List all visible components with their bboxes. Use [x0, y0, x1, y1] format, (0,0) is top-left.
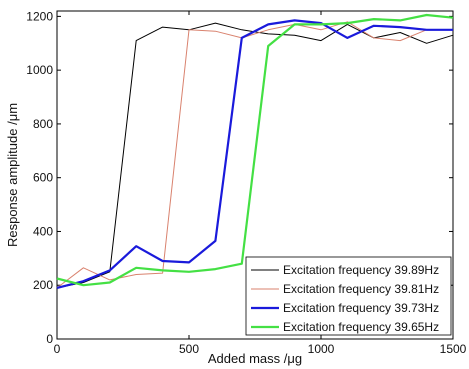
y-tick-label: 1000	[26, 63, 53, 77]
series-line-3	[56, 19, 453, 289]
legend-box	[245, 256, 452, 336]
y-tick-label: 200	[33, 278, 53, 292]
series-layer	[56, 13, 454, 289]
legend-label-3: Excitation frequency 39.73Hz	[283, 301, 439, 315]
y-axis-label: Response amplitude /μm	[5, 103, 20, 247]
legend-items: Excitation frequency 39.89Hz Excitation f…	[251, 263, 439, 334]
y-tick-label: 800	[33, 117, 53, 131]
series-line-4	[56, 13, 454, 287]
legend: Excitation frequency 39.89Hz Excitation f…	[245, 256, 452, 336]
x-tick-label: 1000	[308, 342, 335, 356]
legend-label-4: Excitation frequency 39.65Hz	[283, 320, 439, 334]
y-tick-label: 0	[46, 332, 53, 346]
axis-ticks: 0 500 1000 1500 0 200 400 600 800 1000 1200	[26, 9, 466, 356]
legend-label-2: Excitation frequency 39.81Hz	[283, 282, 439, 296]
x-tick-label: 1500	[440, 342, 467, 356]
y-tick-label: 400	[33, 224, 53, 238]
series-line-2	[56, 21, 453, 289]
x-tick-label: 500	[179, 342, 199, 356]
legend-label-1: Excitation frequency 39.89Hz	[283, 263, 439, 277]
x-axis-label: Added mass /μg	[208, 351, 302, 366]
y-tick-label: 1200	[26, 9, 53, 23]
y-tick-label: 600	[33, 171, 53, 185]
x-tick-label: 0	[54, 342, 61, 356]
